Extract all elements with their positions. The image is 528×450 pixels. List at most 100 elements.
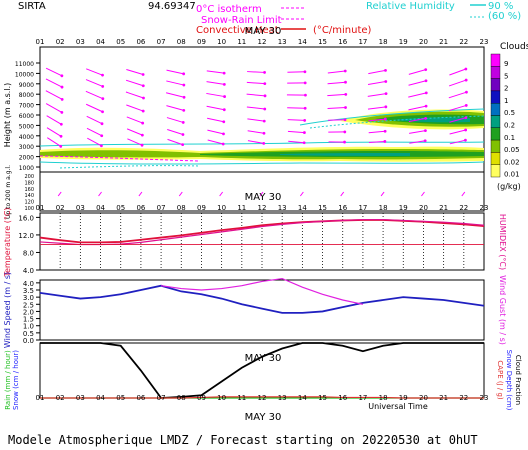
hour-tick-label: 16 [338, 204, 347, 212]
legend-convective-label: Convective Heat [196, 25, 279, 36]
wind-arrowhead [181, 133, 185, 136]
hour-tick-label: 02 [56, 394, 65, 402]
gust-ylabel: Wind Gust (m / s) [498, 275, 507, 345]
wind-arrow [167, 129, 184, 135]
hour-tick-label: 23 [480, 394, 489, 402]
hour-tick-label: 04 [96, 394, 105, 402]
wind-panel-frame [39, 279, 485, 341]
mid-hour-axis: 01 02 03 04 05 06 07 08 09 10 11 12 13 14 15 16 17 18 19 20… [36, 204, 489, 212]
wind-arrow [368, 69, 386, 75]
height-lower-tick-label: 140 [24, 193, 34, 199]
cloud-legend-level: 1 [504, 97, 508, 105]
model-info-line: Modele Atmospherique LMDZ / Forecast sta… [8, 433, 478, 447]
hour-tick-label: 16 [338, 394, 347, 402]
cloud-legend-swatch [490, 66, 501, 79]
wind-arrowhead [464, 104, 468, 107]
rain-date-label: MAY 30 [245, 353, 282, 364]
y-tick-label: 1.0 [23, 323, 34, 331]
station-name: SIRTA [18, 1, 46, 12]
wind-arrowhead [263, 82, 267, 86]
height-tick-label: 9000 [19, 82, 34, 89]
wind-arrowhead [222, 120, 226, 124]
hour-tick-label: 12 [258, 38, 267, 46]
wind-arrow [246, 106, 265, 110]
wind-arrow [85, 79, 103, 87]
wind-arrow [448, 104, 467, 112]
wind-ylabel: Wind Speed (m / s) [3, 272, 12, 348]
wind-arrowhead [142, 96, 145, 100]
wind-arrow [246, 81, 265, 85]
wind-arrowhead [60, 97, 64, 101]
surface-wind-arrow [340, 191, 345, 197]
wind-arrow [408, 117, 426, 123]
cloud-legend-level: 0.5 [504, 109, 515, 117]
wind-arrow [448, 91, 467, 99]
cloud-legend-swatch [490, 53, 501, 67]
wind-arrowhead [222, 108, 226, 112]
snow-depth-ylabel: Snow Depth (cm) [505, 350, 513, 411]
hour-tick-label: 11 [237, 38, 246, 46]
hour-tick-label: 02 [56, 38, 65, 46]
wind-arrowhead [221, 142, 225, 146]
wind-arrow [206, 81, 225, 85]
wind-arrowhead [141, 73, 145, 76]
wind-arrowhead [343, 140, 346, 144]
hour-tick-label: 18 [379, 394, 388, 402]
cloud-legend-level: 0.05 [504, 146, 520, 154]
bottom-date-label: MAY 30 [245, 412, 282, 423]
hour-tick-label: 10 [217, 38, 226, 46]
y-tick-label: 4.0 [23, 280, 34, 288]
wind-arrow [247, 71, 265, 73]
wind-arrow [367, 106, 386, 110]
wind-arrowhead [182, 83, 186, 87]
wind-arrow [166, 92, 185, 98]
wind-arrowhead [222, 71, 226, 75]
wind-arrowhead [344, 92, 348, 96]
hour-tick-label: 23 [480, 38, 489, 46]
hour-tick-label: 06 [136, 38, 145, 46]
wind-arrow [166, 69, 184, 75]
hour-tick-label: 10 [217, 394, 226, 402]
y-tick-label: 2.0 [23, 308, 34, 316]
wind-arrowhead [101, 73, 104, 77]
wind-arrow [449, 68, 467, 76]
wind-arrow [87, 137, 102, 147]
series-line-wind-gust [161, 277, 364, 305]
wind-arrow [327, 81, 346, 85]
surface-wind-arrow [178, 191, 183, 197]
height-lower-tick-label: 160 [24, 187, 34, 193]
wind-arrow [86, 115, 103, 125]
hour-tick-label: 03 [76, 38, 85, 46]
wind-arrowhead [303, 106, 307, 110]
y-tick-label: 4.0 [23, 267, 34, 275]
snow-ylabel: Snow (cm / hour) [12, 350, 20, 410]
hour-tick-label: 14 [298, 38, 307, 46]
hour-tick-label: 21 [439, 394, 448, 402]
hour-tick-label: 17 [358, 38, 367, 46]
hour-tick-label: 18 [379, 204, 388, 212]
wind-arrow [206, 105, 225, 111]
cloud-legend-level: 9 [504, 60, 508, 68]
wind-arrow [327, 93, 346, 97]
wind-arrow [409, 140, 426, 144]
hour-tick-label: 23 [480, 204, 489, 212]
hour-tick-label: 13 [278, 394, 287, 402]
wind-arrowhead [100, 122, 104, 126]
y-tick-label: 2.5 [23, 301, 34, 309]
wind-arrowhead [262, 131, 266, 135]
cloud-legend-swatch [490, 115, 501, 129]
wind-panel: 4.03.53.02.52.01.51.00.50.0 [23, 277, 485, 345]
wind-arrowhead [182, 109, 186, 112]
cloud-fraction-ylabel: Cloud Fraction [514, 355, 522, 405]
hour-tick-label: 04 [96, 204, 105, 212]
wind-arrowhead [343, 130, 347, 134]
wind-arrow [368, 118, 386, 122]
wind-arrowhead [141, 109, 145, 113]
hour-tick-label: 15 [318, 204, 327, 212]
series-line-cloud-fraction [40, 342, 484, 399]
wind-arrowhead [344, 80, 347, 84]
hour-tick-label: 08 [177, 394, 186, 402]
hour-tick-label: 05 [116, 38, 125, 46]
height-tick-label: 4000 [19, 134, 34, 141]
